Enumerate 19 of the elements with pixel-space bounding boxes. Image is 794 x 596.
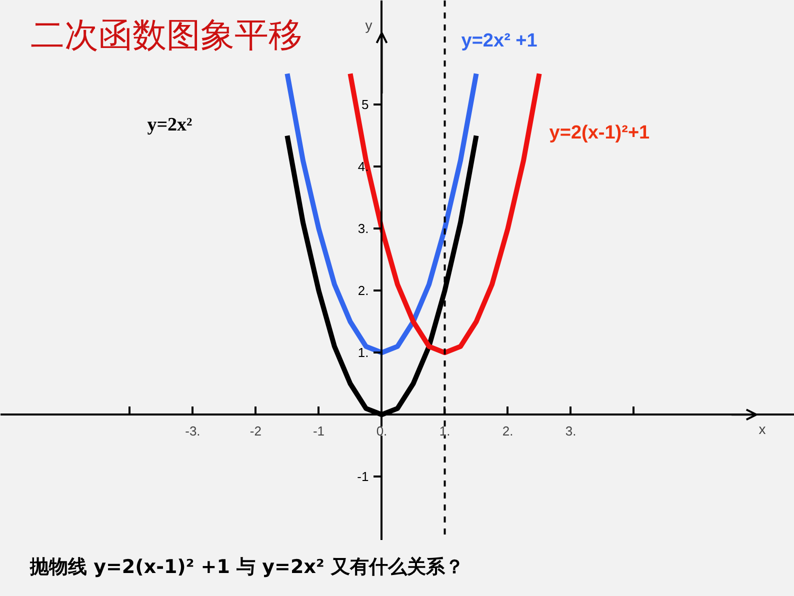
x-tick-label: -2 [250,424,262,439]
x-tick-label: 0. [376,424,388,439]
series-label: y=2x² +1 [461,30,538,52]
x-tick-label: 1. [439,424,450,439]
y-tick-label: 1. [358,345,369,360]
text: y=2x² [147,114,193,136]
x-tick-label: -1 [312,424,325,439]
y-tick-label: 5 [362,97,369,112]
x-tick-label: -3. [185,424,200,439]
x-tick-label: 2. [502,424,514,439]
y-axis-title: y [365,16,372,33]
y-tick-label: 3. [358,221,369,236]
y-tick-label: -1 [357,469,369,484]
text: 二次函数图象平移 [30,16,302,56]
x-axis-title: x [758,420,766,437]
y-tick-label: 2. [358,283,369,298]
series-label: y=2(x-1)²+1 [549,122,650,144]
x-tick-label: 3. [565,424,576,439]
text: 抛物线 y=2(x-1)² +1 与 y=2x² 又有什么关系？ [30,555,464,580]
